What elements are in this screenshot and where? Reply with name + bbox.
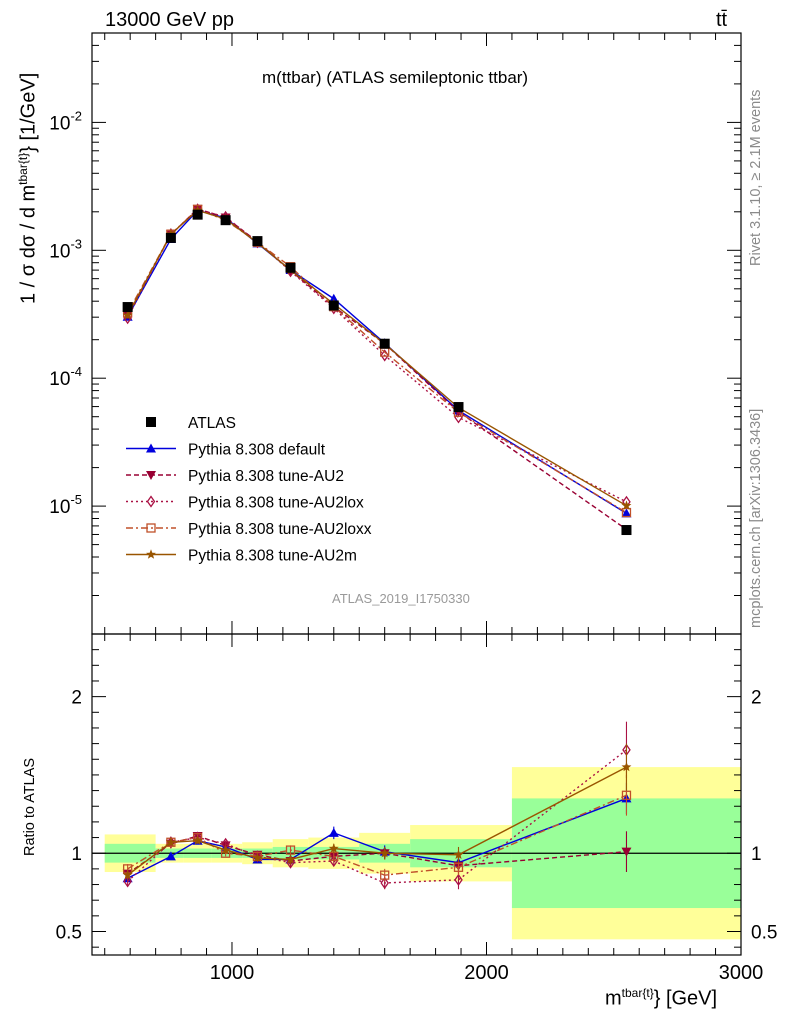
legend-marker — [146, 443, 156, 453]
series-4-ratio-point — [285, 845, 296, 855]
site-label: mcplots.cern.ch [arXiv:1306.3436] — [748, 408, 764, 628]
x-tick-label: 2000 — [464, 962, 509, 984]
legend-marker — [146, 471, 156, 480]
x-axis-label-text: m — [605, 987, 622, 1010]
y-tick-label: 2 — [71, 688, 82, 709]
series-5-ratio-point — [285, 854, 296, 864]
series-4-ratio-point — [621, 790, 632, 800]
x-axis-label-unit: } [GeV] — [653, 987, 718, 1010]
series-3-ratio-point — [123, 875, 132, 888]
series-2-ratio-point — [621, 847, 632, 857]
series-5-ratio-point — [122, 869, 133, 880]
legend-marker — [146, 549, 156, 559]
legend-marker — [146, 417, 156, 427]
x-tick-label: 3000 — [719, 962, 764, 984]
series-4-ratio-point — [453, 862, 464, 872]
atlas-data-point — [379, 338, 390, 349]
series-5-main-point — [621, 500, 632, 510]
series-5-ratio-point — [220, 844, 231, 855]
y-axis-label-text: 1 / σ dσ / d m — [17, 184, 40, 304]
legend-label: ATLAS — [188, 415, 236, 432]
atlas-data-point — [192, 209, 203, 220]
y-axis-label-unit: } [1/GeV] — [17, 72, 40, 153]
legend-label: Pythia 8.308 tune-AU2 — [188, 468, 344, 485]
atlas-data-point — [165, 232, 176, 243]
series-3-ratio-point — [253, 850, 262, 863]
legend-label: Pythia 8.308 default — [188, 442, 326, 459]
y-tick-label: 0.5 — [56, 923, 82, 944]
y-tick-label-right: 2 — [751, 688, 762, 709]
legend-label: Pythia 8.308 tune-AU2loxx — [188, 521, 372, 538]
y-axis-label-sup: tbar{t} — [16, 152, 30, 185]
y-tick-label-right: 0.5 — [751, 923, 777, 944]
series-5-ratio-line — [127, 766, 627, 876]
energy-label: 13000 GeV pp — [105, 9, 234, 31]
series-1-ratio-point — [165, 851, 176, 861]
series-5-main-point — [122, 310, 133, 320]
main-frame — [91, 32, 742, 635]
series-5-ratio-point — [453, 849, 464, 859]
atlas-data-point — [220, 215, 231, 226]
series-1-main-point — [621, 508, 632, 518]
y-tick-label: 10-3 — [49, 236, 82, 262]
series-5-ratio-point — [621, 761, 632, 772]
y-tick-label: 10-4 — [49, 364, 82, 390]
y-tick-label-right: 1 — [751, 844, 762, 865]
series-4-main-point — [621, 507, 632, 518]
series-5-ratio-point — [192, 835, 203, 845]
series-3-ratio-point — [454, 873, 463, 886]
legend-marker — [146, 523, 156, 533]
y-tick-label: 10-2 — [49, 108, 82, 134]
rivet-label: Rivet 3.1.10, ≥ 2.1M events — [748, 89, 764, 266]
atlas-data-point — [453, 402, 464, 413]
series-5-ratio-point — [379, 848, 390, 858]
atlas-data-point — [621, 525, 632, 536]
legend-label: Pythia 8.308 tune-AU2m — [188, 548, 357, 565]
series-1-main-point — [328, 293, 339, 303]
legend: ATLAS Pythia 8.308 default Pythia 8.308 tu… — [126, 415, 372, 565]
x-tick-label: 1000 — [210, 962, 255, 984]
process-label: tt̄ — [716, 9, 728, 31]
x-axis-label: mtbar{t}} [GeV] — [605, 986, 717, 1011]
main-panel — [122, 203, 632, 536]
series-5-main-line — [127, 209, 627, 507]
x-axis-label-sup: tbar{t} — [621, 986, 654, 1000]
atlas-data-point — [252, 236, 263, 247]
y-tick-label: 1 — [71, 844, 82, 865]
plot-title: m(ttbar) (ATLAS semileptonic ttbar) — [262, 68, 529, 87]
atlas-data-point — [122, 302, 133, 313]
series-5-ratio-point — [328, 843, 339, 853]
atlas-data-point — [285, 262, 296, 273]
panel-frames: 1000 2000 3000 10-5 10-4 10-3 10-2 0.5 0.5 1 1 2 2 — [49, 32, 777, 984]
series-1-ratio-point — [328, 827, 339, 837]
ratio-frame — [91, 633, 742, 956]
analysis-id: ATLAS_2019_I1750330 — [332, 591, 470, 606]
series-4-ratio-point — [380, 870, 390, 880]
y-tick-label: 10-5 — [49, 492, 82, 518]
series-3-ratio-point — [329, 854, 339, 868]
legend-label: Pythia 8.308 tune-AU2lox — [188, 495, 364, 512]
series-5-ratio-point — [166, 837, 176, 847]
y-axis-label-ratio: Ratio to ATLAS — [22, 757, 38, 856]
legend-marker — [146, 495, 156, 508]
ratio-panel — [92, 721, 741, 890]
series-4-ratio-line — [127, 794, 627, 876]
atlas-data-point — [328, 300, 339, 311]
series-3-ratio-point — [286, 856, 295, 869]
series-5-ratio-point — [252, 852, 263, 863]
series-3-ratio-point — [380, 876, 389, 890]
y-axis-label-main: 1 / σ dσ / d mtbar{t}} [1/GeV] — [16, 73, 41, 304]
